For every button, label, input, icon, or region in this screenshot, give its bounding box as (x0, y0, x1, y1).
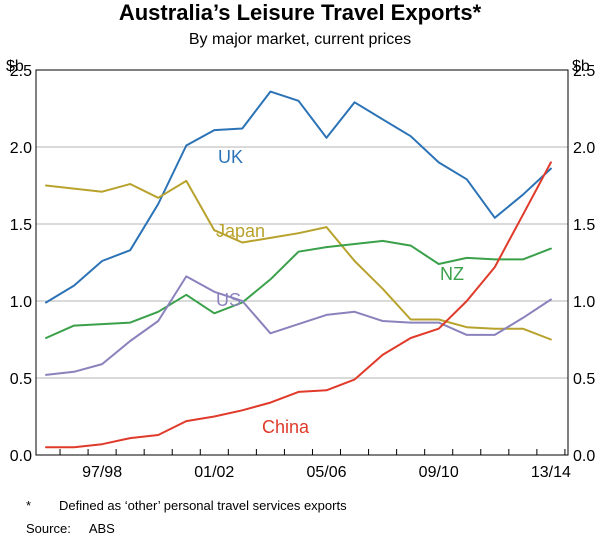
footnote-marker: * (26, 498, 32, 513)
y-tick-label-left: 2.0 (10, 140, 32, 157)
series-label-uk: UK (218, 147, 243, 167)
y-tick-label-right: 1.0 (573, 294, 595, 311)
chart-subtitle: By major market, current prices (188, 31, 412, 48)
x-tick-label: 05/06 (306, 464, 346, 481)
source-label: Source: (26, 521, 71, 536)
series-label-us: US (216, 290, 241, 310)
plot-frame (35, 69, 569, 456)
chart-title: Australia’s Leisure Travel Exports* (118, 0, 482, 25)
y-tick-label-left: 2.5 (10, 63, 32, 80)
y-tick-label-right: 0.5 (573, 371, 595, 388)
y-tick-label-right: 0.0 (573, 448, 595, 465)
series-line-uk (45, 90, 552, 304)
series-line-japan (45, 179, 552, 341)
x-tick-label: 09/10 (419, 464, 459, 481)
series-label-nz: NZ (440, 264, 464, 284)
y-tick-label-left: 1.0 (10, 294, 32, 311)
y-tick-label-left: 1.5 (10, 217, 32, 234)
left-axis-unit: $b (6, 58, 24, 75)
y-tick-label-left: 0.5 (10, 371, 32, 388)
y-tick-label-right: 2.5 (573, 63, 595, 80)
x-tick-label: 13/14 (531, 464, 571, 481)
y-tick-label-right: 1.5 (573, 217, 595, 234)
right-axis-unit: $b (572, 58, 590, 75)
source-value: ABS (88, 521, 115, 536)
footnote-text: Defined as ‘other’ personal travel servi… (59, 498, 347, 513)
series-line-china (45, 161, 552, 449)
y-tick-label-left: 0.0 (10, 448, 32, 465)
series-line-nz (45, 239, 552, 339)
x-tick-label: 01/02 (194, 464, 234, 481)
source-note: Source: ABS (26, 521, 115, 536)
series-label-japan: Japan (216, 221, 265, 241)
x-tick-label: 97/98 (82, 464, 122, 481)
series-line-us (45, 275, 552, 376)
y-tick-label-right: 2.0 (573, 140, 595, 157)
series-label-china: China (262, 417, 310, 437)
